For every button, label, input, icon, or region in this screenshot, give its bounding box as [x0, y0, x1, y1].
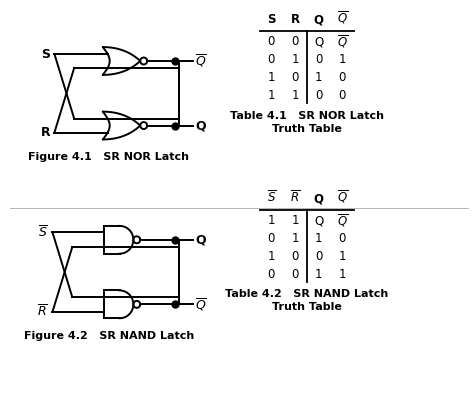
- Text: $\overline{Q}$: $\overline{Q}$: [195, 53, 207, 69]
- Text: 0: 0: [268, 35, 275, 49]
- Text: 0: 0: [292, 71, 299, 84]
- Text: 1: 1: [339, 53, 346, 66]
- Text: $\overline{S}$: $\overline{S}$: [37, 225, 47, 240]
- Text: $\overline{R}$: $\overline{R}$: [37, 304, 47, 320]
- Text: 1: 1: [268, 89, 275, 102]
- Text: 0: 0: [268, 232, 275, 245]
- Text: 1: 1: [339, 250, 346, 263]
- Text: 1: 1: [315, 71, 322, 84]
- Text: $\overline{Q}$: $\overline{Q}$: [195, 296, 207, 312]
- Text: S: S: [267, 13, 276, 26]
- Text: 0: 0: [292, 250, 299, 263]
- Text: $\overline{Q}$: $\overline{Q}$: [337, 188, 348, 205]
- Text: 1: 1: [339, 268, 346, 281]
- Text: R: R: [41, 126, 51, 139]
- Text: Figure 4.2   SR NAND Latch: Figure 4.2 SR NAND Latch: [24, 331, 194, 341]
- Text: $\overline{S}$: $\overline{S}$: [267, 190, 276, 205]
- Text: 1: 1: [315, 232, 322, 245]
- Text: 1: 1: [292, 232, 299, 245]
- Text: $\overline{Q}$: $\overline{Q}$: [337, 34, 348, 50]
- Text: 0: 0: [339, 89, 346, 102]
- Text: 0: 0: [315, 250, 322, 263]
- Text: Table 4.2   SR NAND Latch: Table 4.2 SR NAND Latch: [225, 289, 389, 300]
- Text: 0: 0: [268, 53, 275, 66]
- Text: 0: 0: [292, 268, 299, 281]
- Text: S: S: [42, 48, 51, 61]
- Text: Truth Table: Truth Table: [272, 303, 342, 312]
- Text: 1: 1: [292, 53, 299, 66]
- Text: 1: 1: [268, 71, 275, 84]
- Text: $\overline{R}$: $\overline{R}$: [290, 190, 300, 205]
- Text: 0: 0: [292, 35, 299, 49]
- Text: 0: 0: [339, 232, 346, 245]
- Text: 1: 1: [268, 250, 275, 263]
- Text: Q: Q: [195, 233, 206, 246]
- Text: 0: 0: [339, 71, 346, 84]
- Text: 0: 0: [315, 53, 322, 66]
- Text: Table 4.1   SR NOR Latch: Table 4.1 SR NOR Latch: [230, 111, 384, 121]
- Text: 0: 0: [315, 89, 322, 102]
- Text: Q: Q: [314, 192, 324, 205]
- Text: 1: 1: [292, 89, 299, 102]
- Text: Q: Q: [314, 35, 323, 49]
- Text: 1: 1: [315, 268, 322, 281]
- Text: R: R: [291, 13, 300, 26]
- Text: Figure 4.1   SR NOR Latch: Figure 4.1 SR NOR Latch: [28, 152, 189, 162]
- Text: 1: 1: [292, 214, 299, 227]
- Text: $\overline{Q}$: $\overline{Q}$: [337, 10, 348, 26]
- Text: $\overline{Q}$: $\overline{Q}$: [337, 212, 348, 229]
- Text: 1: 1: [268, 214, 275, 227]
- Text: 0: 0: [268, 268, 275, 281]
- Text: Q: Q: [314, 214, 323, 227]
- Text: Q: Q: [195, 119, 206, 132]
- Text: Truth Table: Truth Table: [272, 124, 342, 134]
- Text: Q: Q: [314, 13, 324, 26]
